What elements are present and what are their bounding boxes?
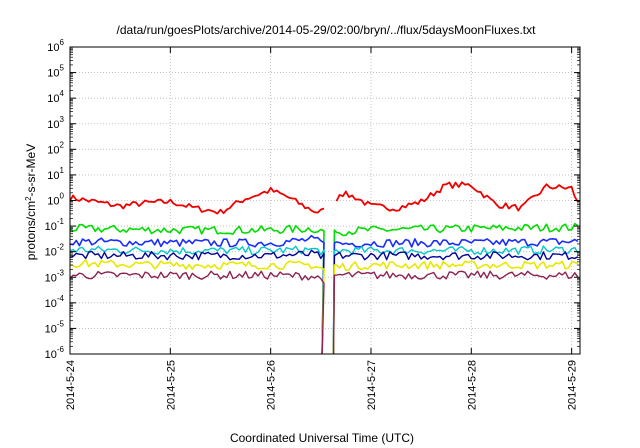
y-tick-label-base: 10	[45, 323, 57, 335]
y-tick-label: 10-1	[45, 217, 65, 233]
x-tick-label: 2014-5-29	[567, 360, 579, 410]
y-tick-label: 102	[47, 140, 64, 156]
y-tick-label-base: 10	[45, 298, 57, 310]
y-tick-label-base: 10	[45, 272, 57, 284]
y-tick-label-exp: 6	[60, 38, 65, 47]
y-tick-label: 10-3	[45, 268, 65, 284]
y-tick-labels: 10-610-510-410-310-210-11001011021031041…	[45, 38, 65, 361]
y-tick-label: 10-5	[45, 319, 65, 335]
y-tick-label-base: 10	[47, 68, 59, 80]
y-tick-label: 103	[47, 115, 64, 131]
x-tick-labels: 2014-5-24 2014-5-25 2014-5-26 2014-5-27 2014…	[65, 360, 579, 410]
x-axis-label: Coordinated Universal Time (UTC)	[230, 431, 414, 445]
series-line	[70, 258, 579, 354]
y-tick-label-exp: -6	[57, 345, 65, 354]
x-tick-label: 2014-5-26	[266, 360, 278, 410]
y-tick-label-exp: 0	[60, 192, 65, 201]
y-tick-label-exp: -3	[57, 268, 65, 277]
y-tick-label-base: 10	[47, 144, 59, 156]
y-tick-label: 106	[47, 38, 64, 54]
y-tick-label-base: 10	[47, 93, 59, 105]
y-tick-label-exp: 2	[60, 140, 65, 149]
y-tick-label-exp: 5	[60, 64, 65, 73]
grid	[70, 47, 580, 354]
y-axis-label: protons/cm2-s-sr-MeV	[24, 144, 39, 260]
y-tick-label-base: 10	[47, 42, 59, 54]
series-line	[70, 222, 579, 354]
y-tick-label-exp: -2	[57, 243, 65, 252]
x-tick-label: 2014-5-28	[466, 360, 478, 410]
series-line	[70, 270, 579, 354]
y-tick-label: 10-6	[45, 345, 65, 361]
y-tick-label-base: 10	[45, 221, 57, 233]
y-tick-label-exp: -5	[57, 319, 65, 328]
y-axis-label-sup: 2	[24, 196, 33, 201]
y-tick-label: 104	[47, 89, 64, 105]
y-tick-label-exp: 4	[60, 89, 65, 98]
y-tick-label-base: 10	[47, 119, 59, 131]
y-tick-label-exp: 3	[60, 115, 65, 124]
y-tick-label-exp: -1	[57, 217, 65, 226]
y-axis-label-post: -s-sr-MeV	[24, 144, 38, 197]
series-line	[70, 245, 579, 354]
series-line	[70, 234, 579, 354]
y-tick-label-base: 10	[45, 247, 57, 259]
series-group	[70, 181, 579, 354]
x-tick-label: 2014-5-27	[366, 360, 378, 410]
y-tick-label-base: 10	[47, 170, 59, 182]
y-tick-label: 10-2	[45, 243, 65, 259]
chart-title: /data/run/goesPlots/archive/2014-05-29/0…	[117, 23, 537, 37]
series-line	[70, 249, 579, 354]
y-tick-label-exp: -4	[57, 294, 65, 303]
ticks	[69, 46, 580, 355]
y-axis-label-pre: protons/cm	[24, 201, 38, 260]
y-tick-label: 105	[47, 64, 64, 80]
y-tick-label: 100	[47, 192, 64, 208]
y-tick-label-base: 10	[45, 349, 57, 361]
series-line	[70, 181, 579, 215]
y-tick-label: 101	[47, 166, 64, 182]
x-tick-label: 2014-5-24	[65, 360, 77, 410]
x-tick-label: 2014-5-25	[165, 360, 177, 410]
y-tick-label: 10-4	[45, 294, 65, 310]
y-tick-label-exp: 1	[60, 166, 65, 175]
y-tick-label-base: 10	[47, 196, 59, 208]
